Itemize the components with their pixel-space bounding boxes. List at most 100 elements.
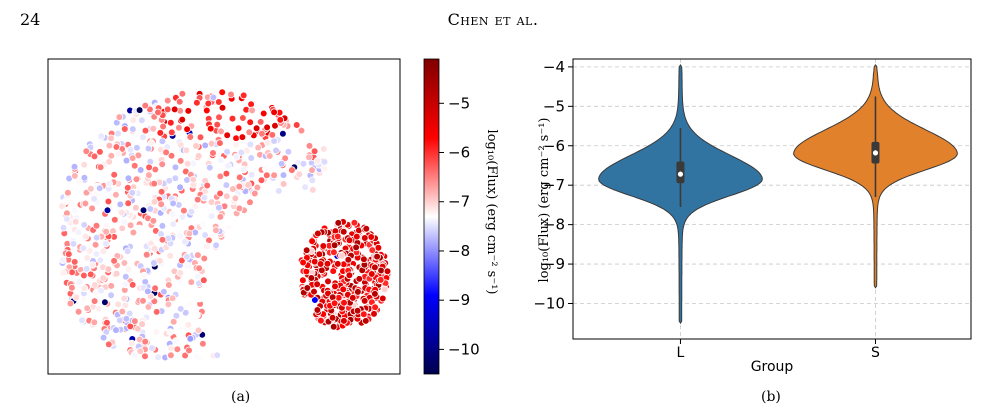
scatter-point xyxy=(330,248,338,257)
scatter-point xyxy=(115,113,124,121)
scatter-point xyxy=(212,241,220,250)
scatter-point xyxy=(181,308,190,317)
scatter-point xyxy=(145,163,153,172)
scatter-point xyxy=(121,301,130,310)
scatter-point xyxy=(183,176,191,184)
scatter-point xyxy=(158,137,167,146)
scatter-point xyxy=(70,258,79,266)
scatter-point xyxy=(313,157,322,165)
scatter-point xyxy=(176,232,185,240)
scatter-point xyxy=(186,334,195,343)
scatter-point xyxy=(132,175,141,184)
scatter-point xyxy=(319,242,328,250)
scatter-point xyxy=(213,120,222,129)
scatter-point xyxy=(317,266,326,275)
scatter-point xyxy=(193,195,202,204)
scatter-point xyxy=(215,113,223,122)
scatter-point xyxy=(90,194,98,203)
scatter-point xyxy=(183,252,191,261)
scatter-point xyxy=(194,251,202,259)
scatter-point xyxy=(74,228,83,237)
scatter-point xyxy=(187,278,196,286)
scatter-point xyxy=(344,255,353,264)
scatter-point xyxy=(217,156,225,165)
scatter-point xyxy=(139,133,147,142)
colorbar-tick-label: −9 xyxy=(448,291,470,309)
scatter-point xyxy=(92,221,101,230)
scatter-point xyxy=(371,290,379,298)
scatter-point xyxy=(121,125,129,133)
scatter-point xyxy=(235,173,244,182)
scatter-point xyxy=(140,271,148,280)
scatter-point xyxy=(314,229,322,238)
violin-x-axis-label: Group xyxy=(751,359,794,375)
scatter-point xyxy=(164,300,173,309)
scatter-point xyxy=(124,265,133,274)
scatter-point xyxy=(240,165,248,174)
scatter-point xyxy=(259,109,268,118)
scatter-point xyxy=(302,267,311,276)
scatter-point xyxy=(59,268,67,277)
colorbar-tick-label: −8 xyxy=(448,242,470,260)
scatter-point xyxy=(63,215,71,223)
scatter-point xyxy=(150,259,158,267)
scatter-point xyxy=(201,231,209,239)
scatter-point xyxy=(209,93,218,102)
scatter-point xyxy=(176,183,184,192)
scatter-point xyxy=(218,104,227,112)
scatter-point xyxy=(169,220,178,228)
scatter-point xyxy=(199,339,207,348)
scatter-point xyxy=(101,298,109,307)
scatter-point xyxy=(299,276,307,285)
scatter-point xyxy=(246,118,255,126)
scatter-point xyxy=(78,316,86,325)
scatter-point xyxy=(168,210,177,219)
scatter-point xyxy=(122,272,130,281)
scatter-point xyxy=(165,176,174,185)
scatter-point xyxy=(146,205,155,213)
scatter-point xyxy=(308,176,317,185)
scatter-point xyxy=(192,352,201,361)
scatter-point xyxy=(79,244,88,253)
scatter-point xyxy=(107,134,115,143)
scatter-point xyxy=(317,316,325,325)
scatter-point xyxy=(126,145,135,154)
colorbar-label: log₁₀(Flux) (erg cm⁻² s⁻¹) xyxy=(484,130,499,295)
scatter-point xyxy=(167,344,175,353)
scatter-point xyxy=(274,187,283,195)
scatter-point xyxy=(148,344,156,352)
scatter-point xyxy=(97,286,105,295)
scatter-point xyxy=(92,250,101,258)
scatter-point xyxy=(112,143,121,151)
scatter-point xyxy=(175,123,183,132)
scatter-point xyxy=(156,129,165,137)
scatter-point xyxy=(114,149,122,158)
scatter-point xyxy=(310,287,318,296)
scatter-point xyxy=(96,163,105,172)
scatter-point xyxy=(169,317,178,326)
scatter-point xyxy=(104,265,113,273)
scatter-point xyxy=(204,99,213,108)
scatter-point xyxy=(102,239,110,248)
colorbar-tick-label: −7 xyxy=(448,193,470,211)
violin-gridlines xyxy=(573,59,971,339)
scatter-point xyxy=(251,189,259,198)
scatter-point xyxy=(246,140,255,149)
scatter-point xyxy=(186,300,195,308)
scatter-point xyxy=(80,271,88,280)
scatter-point xyxy=(182,146,191,155)
scatter-point xyxy=(81,232,90,241)
scatter-point xyxy=(367,233,376,241)
scatter-point xyxy=(176,305,185,313)
scatter-point xyxy=(80,284,89,293)
scatter-point xyxy=(252,124,261,132)
scatter-point xyxy=(112,191,120,199)
scatter-point xyxy=(131,317,139,325)
scatter-point xyxy=(175,97,184,106)
scatter-point xyxy=(83,265,91,273)
violin-y-axis-label: log₁₀(Flux) (erg cm⁻² s⁻¹) xyxy=(537,118,552,283)
scatter-point xyxy=(96,256,105,265)
scatter-point xyxy=(350,219,359,227)
scatter-point xyxy=(147,139,156,147)
scatter-point xyxy=(139,206,148,215)
